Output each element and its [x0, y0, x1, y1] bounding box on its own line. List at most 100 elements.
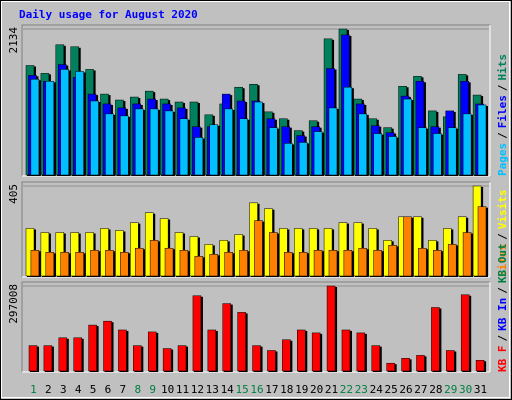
bar	[282, 339, 291, 372]
y-tick-label: 297008	[7, 284, 20, 324]
legend-entry: Pages	[496, 143, 509, 176]
legend: KB F / KB In / KB Out	[496, 243, 509, 372]
bar	[475, 360, 485, 372]
bar	[326, 285, 336, 372]
bar	[30, 250, 40, 277]
bar	[254, 101, 263, 176]
x-tick-label: 29	[444, 383, 457, 396]
x-tick-label: 22	[340, 383, 353, 396]
y-tick-label: 2134	[7, 27, 20, 54]
x-tick-label: 11	[176, 383, 189, 396]
y-tick-label: 405	[7, 184, 20, 204]
bar	[297, 329, 306, 372]
bar	[267, 350, 276, 372]
bar	[147, 331, 157, 372]
bar	[60, 69, 69, 176]
x-tick-label: 5	[90, 383, 97, 396]
bar	[356, 332, 366, 372]
bar	[358, 247, 368, 277]
x-tick-label: 20	[310, 383, 323, 396]
bar	[45, 252, 55, 277]
bar	[103, 320, 112, 372]
bar	[403, 216, 412, 277]
legend-entry: KB In	[496, 298, 509, 331]
legend-entry: KB Out	[496, 243, 509, 283]
x-tick-label: 28	[429, 383, 442, 396]
bar	[179, 118, 189, 176]
bar	[338, 222, 348, 277]
bar	[133, 345, 142, 372]
legend: Sites / Visits	[496, 190, 509, 278]
bar	[284, 252, 293, 277]
bar	[134, 247, 144, 277]
bar	[164, 110, 174, 176]
x-tick-label: 26	[399, 383, 412, 396]
x-tick-label: 23	[355, 383, 368, 396]
bar	[237, 312, 246, 372]
x-tick-label: 7	[120, 383, 127, 396]
bar	[252, 345, 261, 372]
bar	[371, 345, 381, 372]
bar	[209, 124, 218, 176]
bar	[207, 329, 217, 372]
bar	[105, 113, 114, 176]
bar	[328, 107, 338, 176]
bar	[462, 113, 472, 176]
bar	[90, 100, 99, 176]
x-tick-label: 31	[474, 383, 487, 396]
x-tick-label: 16	[250, 383, 263, 396]
bar	[28, 345, 38, 372]
x-tick-label: 6	[105, 383, 112, 396]
legend-separator: /	[496, 335, 509, 342]
bar	[90, 250, 99, 277]
x-tick-label: 19	[295, 383, 308, 396]
bar	[177, 345, 187, 372]
bar	[73, 337, 82, 372]
bar	[433, 133, 442, 176]
x-tick-label: 3	[60, 383, 67, 396]
bar	[311, 332, 321, 372]
bar	[416, 355, 425, 372]
bar	[373, 250, 382, 277]
bar	[75, 71, 84, 176]
bar	[120, 252, 129, 277]
bar	[284, 143, 293, 176]
bar	[313, 250, 323, 277]
x-tick-label: 21	[325, 383, 338, 396]
bar	[224, 108, 233, 176]
x-tick-label: 9	[149, 383, 156, 396]
bar	[134, 108, 144, 176]
bar	[194, 137, 204, 176]
bar	[30, 79, 40, 176]
x-tick-label: 1	[30, 383, 37, 396]
x-tick-label: 13	[206, 383, 219, 396]
bar	[431, 307, 440, 372]
bar	[162, 348, 172, 372]
x-tick-label: 25	[385, 383, 398, 396]
bar	[358, 113, 368, 176]
legend-entry: Sites	[496, 244, 509, 277]
x-tick-label: 24	[370, 383, 384, 396]
x-tick-label: 8	[134, 383, 141, 396]
legend-separator: /	[496, 287, 509, 294]
bar	[386, 362, 395, 372]
legend-entry: Files	[496, 95, 509, 128]
bar	[313, 131, 323, 176]
bar	[60, 252, 69, 277]
bar	[194, 256, 204, 277]
bar	[254, 220, 263, 277]
bar	[58, 337, 68, 372]
bar	[447, 127, 457, 176]
bar	[224, 252, 233, 277]
x-tick-label: 4	[75, 383, 82, 396]
x-tick-label: 27	[414, 383, 427, 396]
bar	[401, 358, 410, 372]
x-tick-label: 12	[191, 383, 204, 396]
bar	[343, 86, 353, 176]
bar	[447, 244, 457, 277]
bar	[388, 136, 397, 176]
bar	[343, 250, 353, 277]
bar	[164, 247, 174, 277]
